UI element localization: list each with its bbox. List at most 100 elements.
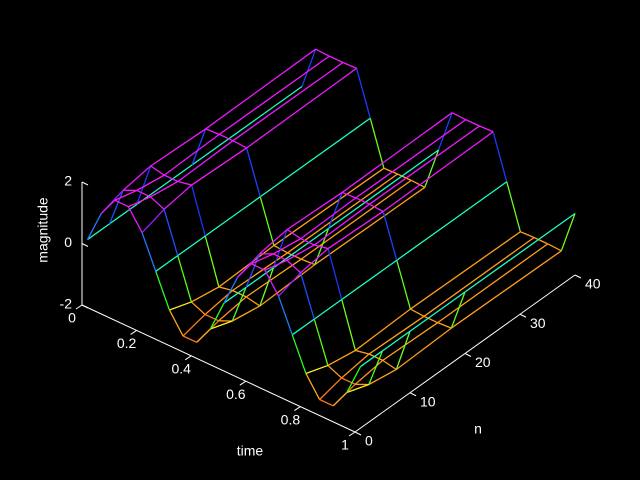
mesh-segment-n — [313, 298, 343, 320]
mesh-segment-time — [341, 191, 357, 199]
mesh-segment-n — [450, 250, 562, 329]
y-tick-label: 30 — [530, 315, 546, 331]
mesh-segment-time — [355, 68, 371, 119]
mesh-segment-time — [155, 271, 171, 311]
mesh-segment-n — [191, 147, 247, 186]
mesh-segment-n — [218, 296, 247, 322]
mesh-segment-time — [533, 236, 548, 245]
mesh-segment-time — [245, 147, 261, 197]
mesh-segment-time — [196, 328, 211, 343]
mesh-segment-time — [177, 255, 193, 303]
mesh-segment-n — [128, 196, 151, 208]
x-tick — [348, 431, 356, 437]
mesh-segment-n — [355, 308, 411, 351]
mesh-segment-n — [437, 243, 549, 324]
z-axis-label: magnitude — [35, 197, 51, 263]
mesh-segment-time — [327, 248, 343, 300]
mesh-segment-n — [218, 55, 330, 135]
mesh-segment-time — [291, 334, 307, 374]
mesh-segment-n — [204, 196, 261, 237]
mesh-segment-time — [204, 313, 219, 322]
z-tick-label: 2 — [64, 173, 72, 189]
z-tick — [81, 304, 89, 309]
x-tick — [75, 304, 83, 310]
mesh-segment-n — [150, 128, 207, 167]
mesh-segment-time — [342, 61, 357, 69]
y-tick-label: 20 — [475, 354, 491, 370]
y-tick-label: 40 — [585, 276, 601, 292]
mesh-segment-n — [354, 359, 384, 385]
mesh-segment-n — [314, 186, 426, 266]
mesh-segment-time — [382, 359, 397, 371]
mesh-segment-n — [232, 252, 288, 292]
mesh-segment-time — [410, 179, 426, 188]
mesh-segment-n — [114, 189, 138, 201]
mesh-segment-time — [410, 308, 425, 317]
mesh-segment-time — [368, 353, 383, 361]
mesh-segment-n — [346, 383, 370, 394]
mesh-segment-n — [368, 368, 397, 386]
y-tick — [354, 431, 362, 436]
mesh-segment-n — [396, 181, 508, 261]
mesh-segment-n — [136, 174, 165, 192]
mesh-segment-time — [492, 131, 508, 182]
mesh-segment-n — [163, 133, 220, 176]
mesh-segment-n — [273, 227, 329, 269]
mesh-segment-time — [479, 125, 494, 133]
mesh-segment-time — [204, 235, 220, 288]
mesh-segment-time — [341, 377, 356, 385]
mesh-segment-time — [205, 128, 220, 135]
mesh-segment-time — [520, 231, 535, 239]
mesh-segment-n — [278, 272, 302, 297]
mesh-segment-time — [368, 350, 384, 385]
y-tick-label: 10 — [420, 393, 436, 409]
x-axis-label: time — [237, 443, 264, 459]
mesh-segment-time — [450, 291, 466, 329]
mesh-segment-n — [177, 140, 234, 183]
mesh-segment-time — [299, 272, 315, 320]
mesh-segment-time — [127, 206, 143, 233]
mesh-segment-time — [301, 48, 317, 87]
mesh-segment-n — [218, 245, 275, 288]
z-tick — [81, 243, 89, 247]
mesh-segment-time — [259, 196, 275, 246]
mesh-segment-n — [223, 286, 247, 304]
z-tick-label: 0 — [64, 234, 72, 250]
y-tick — [464, 353, 472, 357]
mesh-segment-time — [383, 167, 398, 175]
mesh-segment-n — [191, 85, 303, 166]
y-axis-label: n — [474, 421, 482, 437]
mesh-segment-time — [177, 180, 192, 186]
mesh-segment-time — [451, 112, 467, 121]
mesh-segment-time — [327, 364, 342, 379]
mesh-segment-n — [355, 119, 467, 199]
mesh-segment-n — [177, 235, 206, 257]
mesh-segment-n — [287, 173, 398, 254]
x-tick-label: 0.8 — [281, 411, 301, 427]
y-tick — [519, 313, 527, 318]
mesh-segment-time — [272, 229, 288, 268]
mesh-segment-time — [369, 203, 384, 213]
mesh-segment-n — [409, 291, 466, 332]
mesh-segment-time — [341, 299, 357, 351]
mesh-segment-n — [286, 244, 315, 261]
mesh-segment-n — [410, 231, 521, 310]
mesh-segment-n — [136, 164, 193, 205]
mesh-segment-time — [397, 173, 412, 181]
x-tick — [184, 355, 192, 361]
mesh-segment-time — [382, 211, 398, 261]
x-tick-label: 0.2 — [117, 335, 137, 351]
mesh-segment-n — [264, 259, 288, 271]
mesh-segment-n — [341, 112, 453, 193]
mesh-segment-time — [423, 315, 438, 324]
mesh-segment-time — [300, 238, 315, 246]
mesh-segment-time — [164, 174, 179, 183]
mesh-segment-time — [506, 181, 522, 232]
mesh-segment-time — [286, 259, 302, 274]
mesh-segment-time — [163, 209, 179, 256]
mesh-segment-n — [87, 223, 110, 241]
x-tick-label: 1 — [341, 437, 349, 453]
mesh-segment-time — [150, 165, 165, 176]
